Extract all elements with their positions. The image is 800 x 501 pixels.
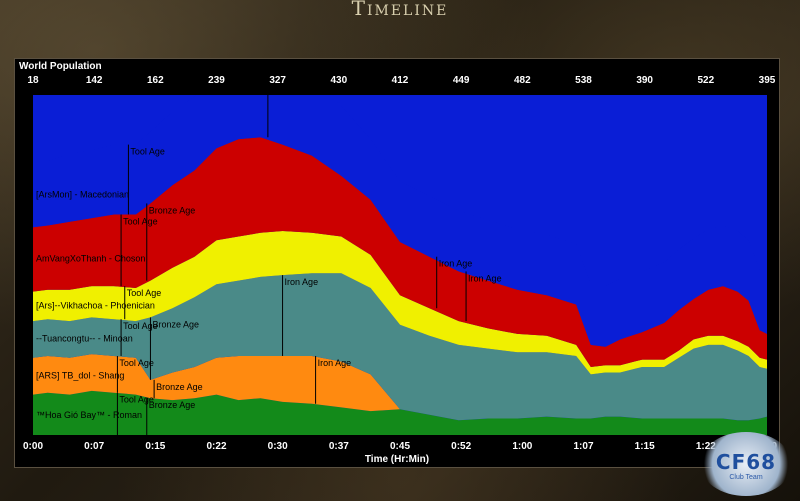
series-label: [ARS] TB_dol - Shang xyxy=(36,370,124,380)
population-tick-label: 430 xyxy=(330,75,348,86)
age-marker-label: Iron Age xyxy=(285,277,319,287)
time-tick-row: 0:00 0:07 0:15 0:22 0:30 0:37 0:45 0:52 1:00 1:07… xyxy=(15,441,779,453)
timeline-panel: World Population 18 142 162 239 327 430 412 449… xyxy=(14,58,780,468)
watermark-logo: CF68 Club Team xyxy=(700,432,792,496)
age-marker-label: Tool Age xyxy=(119,395,154,405)
age-marker-label: Tool Age xyxy=(127,288,162,298)
series-label: [ArsMon] - Macedonian xyxy=(36,189,129,199)
age-marker-label: Bronze Age xyxy=(156,382,203,392)
population-tick-label: 449 xyxy=(452,75,470,86)
population-tick-label: 18 xyxy=(27,75,39,86)
series-label: ™Hoa Gió Bay™ - Roman xyxy=(36,410,142,420)
time-tick-label: 0:07 xyxy=(84,441,105,452)
logo-subtext: Club Team xyxy=(729,474,763,481)
age-marker-label: Tool Age xyxy=(123,321,158,331)
series-area xyxy=(33,354,767,421)
time-tick-label: 1:15 xyxy=(634,441,655,452)
series-area xyxy=(33,273,767,421)
time-tick-label: 0:52 xyxy=(451,441,472,452)
population-tick-label: 482 xyxy=(513,75,531,86)
population-tick-row: 18 142 162 239 327 430 412 449 482 538 390 522 395 xyxy=(15,75,779,89)
window-title: Timeline xyxy=(351,0,449,20)
age-marker-label: Iron Age xyxy=(318,358,352,368)
age-marker-label: Bronze Age xyxy=(152,319,199,329)
population-tick-label: 162 xyxy=(146,75,164,86)
age-marker-label: Tool Age xyxy=(130,147,165,157)
age-marker-label: Iron Age xyxy=(439,259,473,269)
population-tick-label: 538 xyxy=(575,75,592,86)
panel-title: World Population xyxy=(19,61,102,72)
series-area xyxy=(33,231,767,375)
time-tick-label: 0:15 xyxy=(145,441,166,452)
time-tick-label: 0:45 xyxy=(389,441,411,452)
population-tick-label: 412 xyxy=(391,75,409,86)
population-tick-label: 142 xyxy=(85,75,103,86)
age-marker-label: Bronze Age xyxy=(149,205,196,215)
population-tick-label: 395 xyxy=(758,75,776,86)
age-marker-label: Bronze Age xyxy=(149,400,196,410)
series-area xyxy=(33,390,767,435)
population-area-chart: [ArsMon] - Macedonian AmVangXoThanh - Cho… xyxy=(33,95,767,435)
population-tick-label: 522 xyxy=(697,75,715,86)
logo-text: CF68 xyxy=(715,450,777,474)
series-label: AmVangXoThanh - Choson xyxy=(36,254,145,264)
time-tick-label: 1:00 xyxy=(512,441,533,452)
age-marker-label: Tool Age xyxy=(123,216,158,226)
age-marker-label: Tool Age xyxy=(119,358,154,368)
time-tick-label: 1:07 xyxy=(573,441,594,452)
population-tick-label: 239 xyxy=(208,75,225,86)
series-area xyxy=(33,137,767,367)
population-tick-label: 390 xyxy=(636,75,653,86)
series-label: --Tuancongtu-- - Minoan xyxy=(36,334,133,344)
series-label: [Ars]--Vikhachoa - Phoenician xyxy=(36,301,155,311)
population-tick-label: 327 xyxy=(269,75,286,86)
x-axis-label: Time (Hr:Min) xyxy=(364,454,430,465)
time-tick-label: 0:00 xyxy=(22,441,44,452)
time-tick-label: 0:30 xyxy=(267,441,288,452)
series-area xyxy=(33,95,767,347)
age-marker-label: Iron Age xyxy=(468,273,502,283)
time-tick-label: 0:22 xyxy=(206,441,227,452)
time-tick-label: 0:37 xyxy=(328,441,349,452)
